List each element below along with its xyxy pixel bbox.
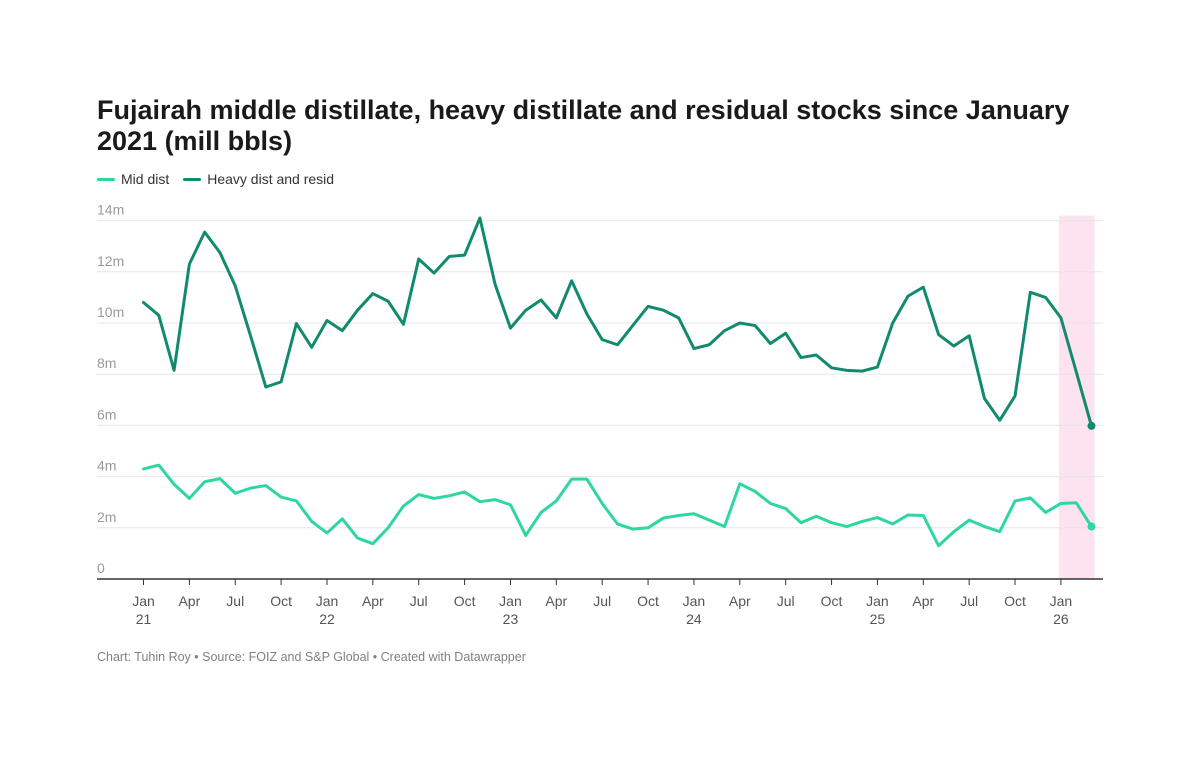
y-tick-label: 6m [97, 406, 116, 422]
x-tick-label: Apr [545, 593, 567, 609]
x-tick-year-label: 21 [136, 611, 152, 627]
x-tick-label: Apr [362, 593, 384, 609]
y-tick-label: 14m [97, 202, 124, 218]
x-tick-label: Oct [270, 593, 292, 609]
legend-item-heavy-dist: Heavy dist and resid [183, 171, 334, 187]
x-tick-label: Jan [499, 593, 522, 609]
x-tick-label: Jan [316, 593, 339, 609]
x-tick-year-label: 23 [503, 611, 519, 627]
x-tick-label: Jul [593, 593, 611, 609]
x-tick-label: Apr [729, 593, 751, 609]
x-tick-label: Apr [178, 593, 200, 609]
x-tick-label: Oct [821, 593, 843, 609]
x-tick-label: Jan [866, 593, 889, 609]
x-tick-label: Jul [777, 593, 795, 609]
chart-legend: Mid dist Heavy dist and resid [97, 171, 334, 187]
x-tick-label: Jul [960, 593, 978, 609]
x-tick-label: Jul [410, 593, 428, 609]
legend-label-heavy-dist: Heavy dist and resid [207, 171, 335, 187]
x-tick-year-label: 26 [1053, 611, 1069, 627]
x-tick-label: Jan [132, 593, 155, 609]
x-tick-label: Oct [637, 593, 659, 609]
legend-item-mid-dist: Mid dist [97, 171, 169, 187]
y-tick-label: 8m [97, 355, 116, 371]
x-tick-label: Oct [1004, 593, 1026, 609]
x-tick-label: Jan [1050, 593, 1073, 609]
series-line-heavy-dist-and-resid [142, 216, 1093, 428]
series-end-point-heavy-dist-and-resid [1087, 421, 1096, 430]
chart-credit: Chart: Tuhin Roy • Source: FOIZ and S&P … [97, 650, 526, 664]
x-tick-label: Oct [454, 593, 476, 609]
series-end-point-mid-dist [1087, 522, 1096, 531]
legend-swatch-mid-dist [97, 177, 115, 181]
x-tick-label: Jan [683, 593, 706, 609]
y-tick-label: 4m [97, 458, 116, 474]
legend-swatch-heavy-dist [183, 177, 202, 181]
series-line-mid-dist [142, 463, 1093, 548]
chart-title: Fujairah middle distillate, heavy distil… [97, 95, 1070, 156]
x-tick-label: Jul [226, 593, 244, 609]
highlight-band [1058, 215, 1095, 579]
y-tick-label: 2m [97, 509, 116, 525]
y-tick-label: 12m [97, 253, 124, 269]
x-tick-year-label: 22 [319, 611, 335, 627]
x-tick-label: Apr [912, 593, 934, 609]
legend-label-mid-dist: Mid dist [121, 171, 170, 187]
y-tick-label: 0 [97, 560, 105, 576]
x-tick-year-label: 24 [686, 611, 702, 627]
x-tick-year-label: 25 [870, 611, 886, 627]
y-tick-label: 10m [97, 304, 124, 320]
